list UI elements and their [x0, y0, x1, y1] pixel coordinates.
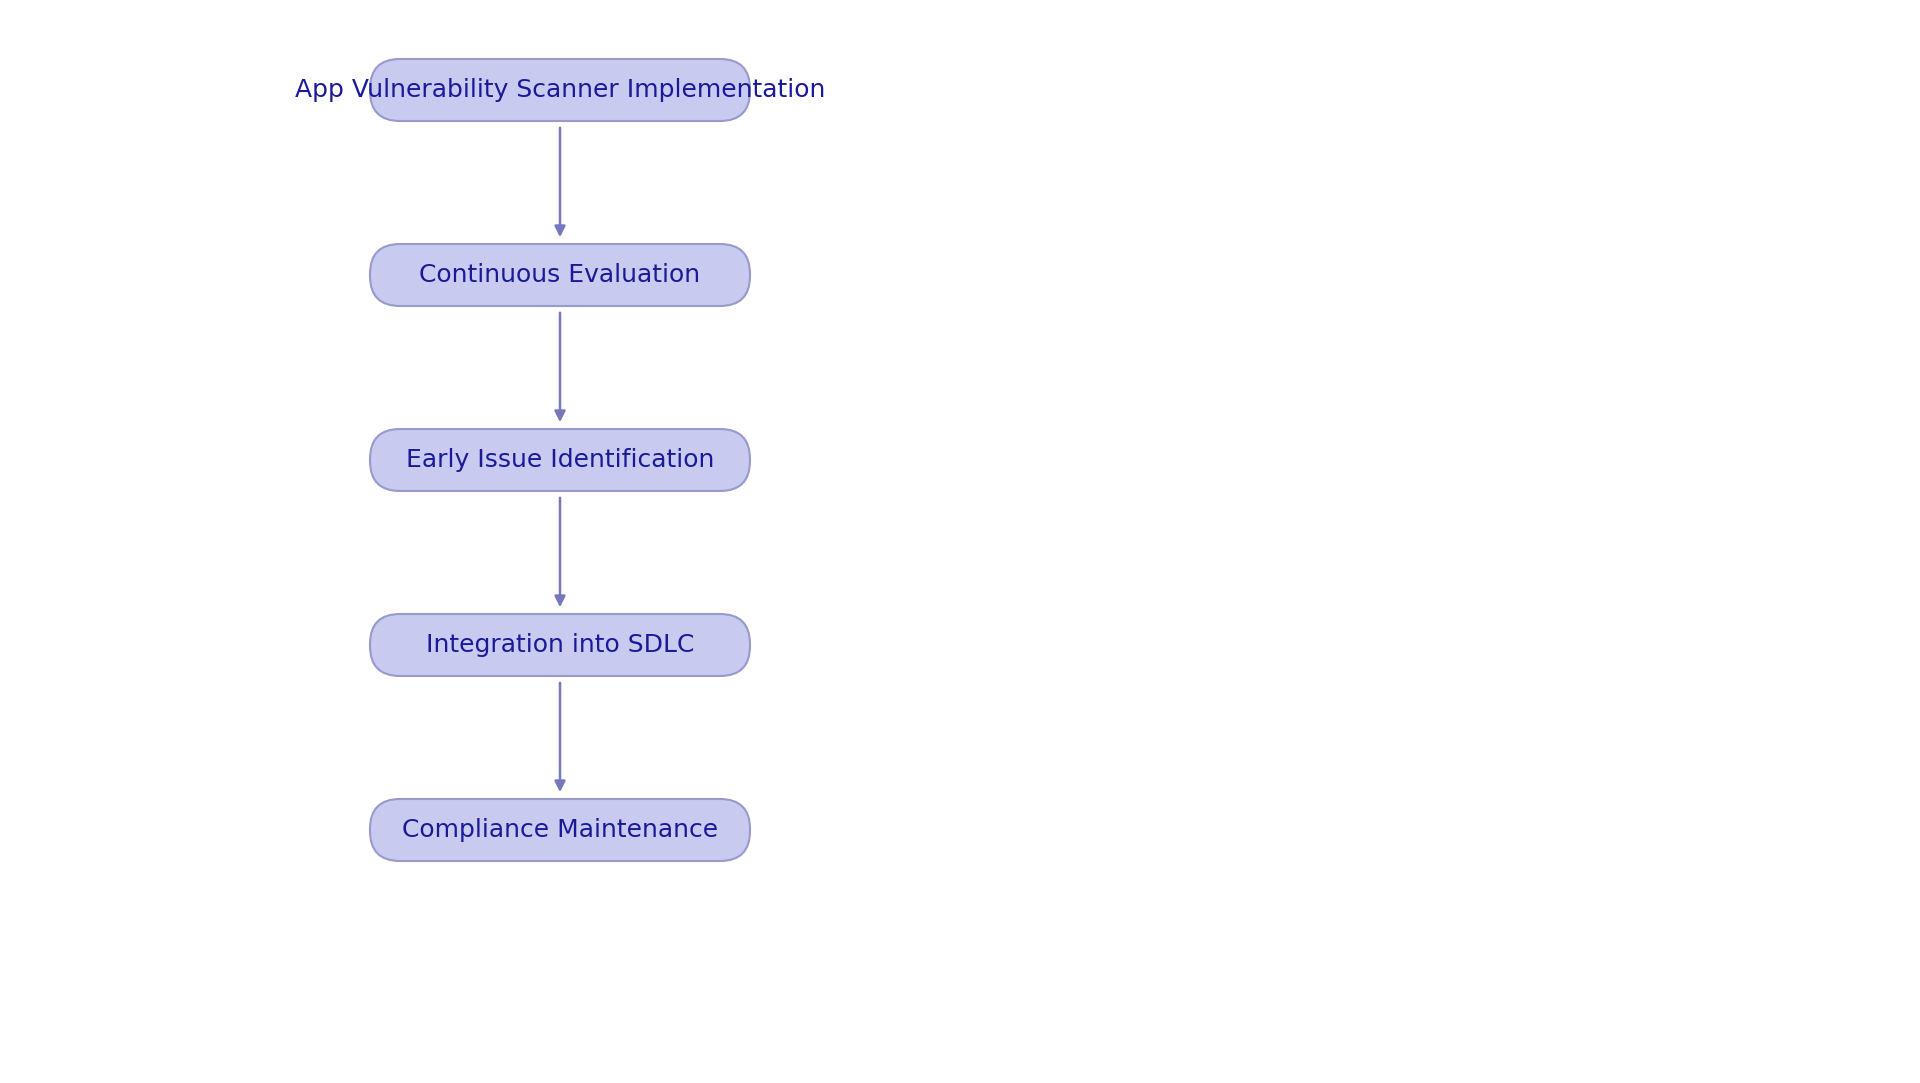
- Text: App Vulnerability Scanner Implementation: App Vulnerability Scanner Implementation: [296, 78, 826, 102]
- FancyBboxPatch shape: [371, 799, 751, 861]
- Text: Early Issue Identification: Early Issue Identification: [405, 448, 714, 472]
- Text: Integration into SDLC: Integration into SDLC: [426, 632, 695, 657]
- FancyBboxPatch shape: [371, 614, 751, 676]
- Text: Compliance Maintenance: Compliance Maintenance: [401, 818, 718, 841]
- FancyBboxPatch shape: [371, 244, 751, 306]
- FancyBboxPatch shape: [371, 58, 751, 121]
- Text: Continuous Evaluation: Continuous Evaluation: [419, 263, 701, 287]
- FancyBboxPatch shape: [371, 429, 751, 491]
